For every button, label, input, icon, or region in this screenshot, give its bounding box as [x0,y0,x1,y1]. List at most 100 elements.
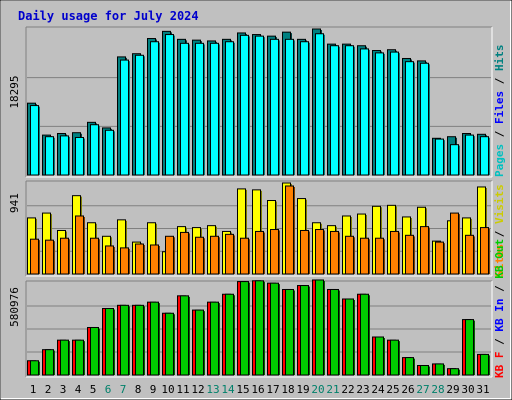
pages-bar-day-18 [285,38,294,176]
x-tick-label-day-11: 11 [176,383,189,396]
chart-title: Daily usage for July 2024 [18,9,199,23]
x-tick-label-day-4: 4 [75,383,82,396]
x-tick-label-day-28: 28 [431,383,444,396]
sites-bar-day-2 [45,239,54,275]
rlbl-top-part-0: Pages [493,144,506,177]
pages-bar-day-11 [180,42,189,176]
rlbl-bot-part-2: KB In [493,299,506,332]
pages-bar-day-2 [45,136,54,176]
x-tick-label-day-21: 21 [326,383,339,396]
x-tick-label-day-14: 14 [221,383,235,396]
sites-bar-day-23 [360,237,369,275]
sites-bar-day-5 [90,237,99,275]
pages-bar-day-1 [30,105,39,176]
rlbl-bot-part-0: KB F [493,352,506,379]
pages-bar-day-28 [435,138,444,176]
pages-bar-day-5 [90,124,99,176]
x-tick-label-day-31: 31 [476,383,489,396]
sites-bar-day-26 [405,234,414,275]
x-tick-label-day-3: 3 [60,383,67,396]
kbout-bar-day-1 [30,360,39,376]
middle-panel-legend: Sites / Visits [493,184,506,277]
sites-bar-day-7 [120,247,129,275]
panel-hits-files-pages [25,26,493,178]
x-tick-label-day-2: 2 [45,383,52,396]
x-tick-label-day-13: 13 [206,383,219,396]
kbout-bar-day-21 [330,288,339,376]
sites-bar-day-24 [375,237,384,275]
sites-bar-day-6 [105,245,114,275]
sites-bar-day-16 [255,230,264,275]
kbout-bar-day-17 [270,282,279,376]
pages-bar-day-13 [210,42,219,176]
kbout-bar-day-22 [345,298,354,376]
sites-bar-day-20 [315,229,324,275]
kbout-bar-day-5 [90,326,99,376]
x-tick-label-day-17: 17 [266,383,279,396]
x-tick-label-day-1: 1 [30,383,37,396]
bottom-panel-legend: KB F / KB In / KB Out [493,239,506,378]
sites-bar-day-10 [165,235,174,275]
kbout-bar-day-28 [435,363,444,376]
x-tick-label-day-9: 9 [150,383,157,396]
pages-bar-day-20 [315,33,324,176]
kbout-bar-day-4 [75,339,84,376]
kbout-bar-day-24 [375,336,384,376]
sites-bar-day-12 [195,236,204,275]
kbout-bar-day-10 [165,312,174,376]
sites-bar-day-13 [210,235,219,275]
bottom-panel-max-label: 580976 [8,287,21,327]
x-tick-label-day-20: 20 [311,383,324,396]
rlbl-top-part-1: / [493,124,506,144]
sites-bar-day-14 [225,233,234,275]
sites-bar-day-27 [420,226,429,275]
sites-bar-day-1 [30,238,39,275]
sites-bar-day-15 [240,237,249,275]
rlbl-top-part-3: / [493,71,506,91]
rlbl-mid-part-0: Sites [493,244,506,277]
pages-bar-day-10 [165,34,174,176]
top-panel-legend: Pages / Files / Hits [493,45,506,178]
kbout-bar-day-30 [465,319,474,376]
x-axis-day-labels: 1 2 3 4 5 6 7 8 9 10 11 12 13 14 15 16 17 18 19 20 21 22 23 24 2… [30,383,490,396]
x-tick-label-day-8: 8 [135,383,142,396]
pages-bar-day-23 [360,48,369,176]
sites-bar-day-25 [390,230,399,275]
x-tick-label-day-25: 25 [386,383,399,396]
x-tick-label-day-5: 5 [90,383,97,396]
sites-bar-day-18 [285,185,294,275]
x-tick-label-day-24: 24 [371,383,385,396]
pages-bar-day-15 [240,34,249,176]
kbout-bar-day-8 [135,304,144,376]
pages-bar-day-12 [195,42,204,176]
kbout-bar-day-9 [150,301,159,376]
sites-bar-day-30 [465,234,474,275]
rlbl-mid-part-1: / [493,224,506,244]
rlbl-top-part-4: Hits [493,45,506,72]
x-tick-label-day-23: 23 [356,383,369,396]
kbout-bar-day-13 [210,301,219,376]
kbout-bar-day-31 [480,353,489,376]
panel-kbytes [25,279,493,378]
x-tick-label-day-10: 10 [161,383,174,396]
kbout-bar-day-12 [195,309,204,376]
sites-bar-day-21 [330,230,339,275]
rlbl-mid-part-2: Visits [493,184,506,224]
x-tick-label-day-30: 30 [461,383,474,396]
sites-bar-day-3 [60,237,69,275]
panel-visits-sites [25,180,493,277]
sites-bar-day-22 [345,235,354,275]
pages-bar-day-17 [270,38,279,176]
kbout-bar-day-23 [360,293,369,376]
top-panel-max-label: 18295 [8,75,21,108]
kbout-bar-day-19 [300,285,309,376]
x-tick-label-day-18: 18 [281,383,294,396]
sites-bar-day-31 [480,227,489,275]
sites-bar-day-28 [435,241,444,275]
pages-bar-day-31 [480,136,489,176]
kbout-bar-day-18 [285,288,294,376]
x-tick-label-day-27: 27 [416,383,429,396]
x-tick-label-day-7: 7 [120,383,127,396]
x-tick-label-day-26: 26 [401,383,414,396]
